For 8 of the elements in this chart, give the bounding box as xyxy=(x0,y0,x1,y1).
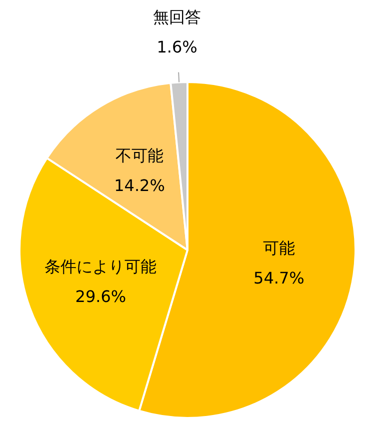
slice-label: 無回答 xyxy=(153,7,202,26)
data-label: 1.6% xyxy=(156,37,198,56)
data-label: 29.6% xyxy=(75,286,126,306)
data-label: 14.2% xyxy=(114,176,165,196)
slice-label: 可能 xyxy=(262,238,295,258)
slice-label: 条件により可能 xyxy=(44,256,157,276)
slice-label: 不可能 xyxy=(116,146,164,166)
data-label: 54.7% xyxy=(254,268,304,288)
